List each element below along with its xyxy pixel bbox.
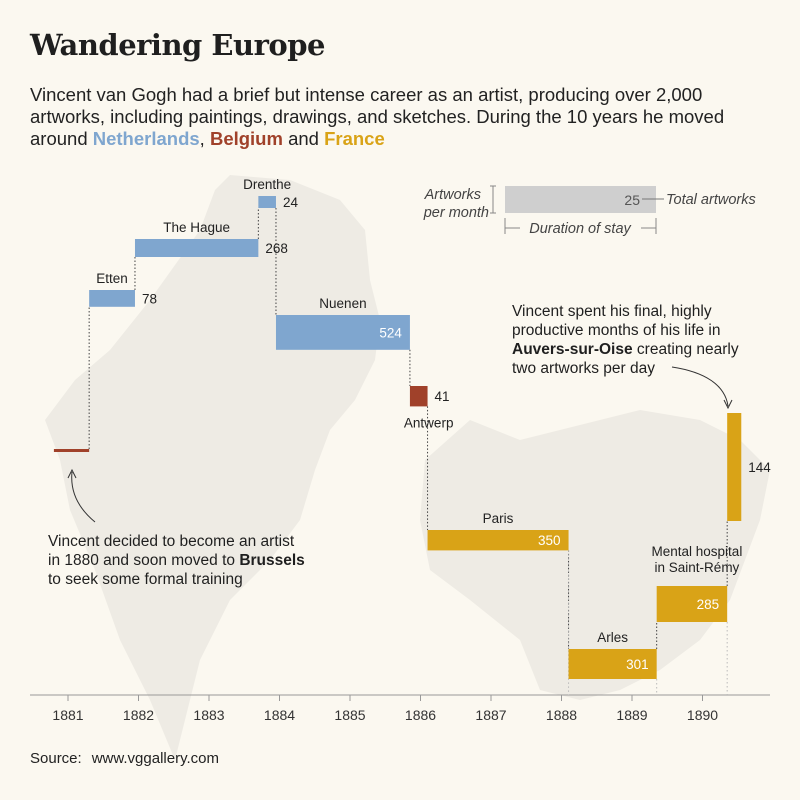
value-label-2: 268 [265, 241, 288, 256]
x-tick-label-1885: 1885 [334, 707, 365, 723]
brussels-annotation: Vincent decided to become an artist in 1… [48, 468, 305, 588]
bar-arles [568, 649, 657, 679]
brussels-line-2-text: in 1880 and soon moved to [48, 552, 239, 569]
place-label-8-line1: Mental hospital [652, 544, 743, 559]
legend-artworks-per-month-2: per month [423, 205, 489, 221]
map-background [45, 175, 770, 760]
legend-bar [505, 186, 656, 213]
x-tick-label-1887: 1887 [475, 707, 506, 723]
legend-total-artworks: Total artworks [666, 192, 756, 208]
bar-labels: 78 Etten 268 The Hague 24 Drenthe 524 Nuenen 41 A… [96, 177, 771, 672]
france-label: France [324, 128, 385, 149]
auvers-line-3: Auvers-sur-Oise creating nearly [512, 341, 739, 358]
value-label-6: 350 [538, 533, 561, 548]
legend-duration: Duration of stay [529, 221, 631, 237]
source: Source: www.vggallery.com [30, 750, 219, 767]
subtitle-text: Vincent van Gogh had a brief but intense… [30, 84, 725, 149]
x-tick-label-1884: 1884 [264, 707, 295, 723]
auvers-line-4: two artworks per day [512, 360, 655, 377]
place-label-3: Drenthe [243, 177, 291, 192]
value-label-8: 285 [697, 597, 720, 612]
brussels-arrowhead [67, 468, 77, 479]
auvers-arrowhead [723, 399, 733, 410]
bar-etten [89, 290, 135, 307]
bar-antwerp [409, 386, 428, 407]
auvers-line-2: productive months of his life in [512, 322, 721, 339]
x-tick-label-1883: 1883 [193, 707, 224, 723]
place-label-4: Nuenen [319, 296, 366, 311]
map-france [420, 410, 770, 700]
brussels-line-2: in 1880 and soon moved to Brussels [48, 552, 305, 569]
bar-the-hague [134, 239, 259, 257]
legend-artworks-per-month-1: Artworks [424, 187, 481, 203]
bar-brussels [53, 449, 90, 452]
auvers-line-3-text: creating nearly [633, 341, 739, 358]
x-tick-label-1890: 1890 [687, 707, 718, 723]
bar-nuenen [275, 315, 410, 350]
page-title: Wandering Europe [30, 28, 325, 62]
value-label-3: 24 [283, 195, 299, 210]
legend: 25 Total artworks Artworks per month Dur… [423, 185, 756, 237]
source-link[interactable]: www.vggallery.com [91, 750, 219, 767]
belgium-label: Belgium [209, 128, 283, 149]
place-label-5: Antwerp [404, 415, 454, 430]
source-label: Source: [30, 750, 82, 767]
auvers-annotation: Vincent spent his final, highly producti… [512, 303, 739, 410]
value-label-4: 524 [379, 325, 402, 340]
value-label-1: 78 [142, 291, 157, 306]
netherlands-label: Netherlands [92, 128, 200, 149]
brussels-line-1: Vincent decided to become an artist [48, 533, 295, 550]
place-label-8-line2: in Saint-Rémy [655, 560, 740, 575]
x-tick-label-1889: 1889 [616, 707, 647, 723]
legend-value: 25 [624, 192, 640, 208]
auvers-bold: Auvers-sur-Oise [512, 341, 633, 358]
place-label-7: Arles [597, 630, 628, 645]
brussels-line-3: to seek some formal training [48, 571, 243, 588]
subtitle-sep2: and [282, 128, 325, 149]
place-label-1: Etten [96, 271, 128, 286]
auvers-line-1: Vincent spent his final, highly [512, 303, 712, 320]
x-tick-label-1888: 1888 [546, 707, 577, 723]
x-tick-label-1882: 1882 [123, 707, 154, 723]
place-label-6: Paris [483, 511, 514, 526]
value-label-5: 41 [435, 389, 450, 404]
subtitle: Vincent van Gogh had a brief but intense… [30, 84, 770, 150]
x-tick-label-1881: 1881 [52, 707, 83, 723]
x-tick-label-1886: 1886 [405, 707, 436, 723]
place-label-2: The Hague [163, 220, 230, 235]
subtitle-sep1: , [199, 128, 210, 149]
x-axis: 1881 1882 1883 1884 1885 1886 1887 1888 1889 1890 [30, 694, 770, 723]
brussels-bold: Brussels [239, 552, 304, 569]
bar-paris [427, 530, 569, 551]
bars [53, 196, 742, 679]
map-benelux [45, 175, 380, 760]
value-label-7: 301 [626, 657, 649, 672]
auvers-arrow [671, 366, 729, 407]
connector-lines [88, 208, 728, 695]
value-label-9: 144 [748, 460, 771, 475]
brussels-arrow [71, 471, 96, 523]
bar-drenthe [258, 196, 276, 208]
bar-auvers-sur-oise [727, 413, 742, 521]
bar-mental-hospital-in-saint-r-my [656, 586, 728, 622]
